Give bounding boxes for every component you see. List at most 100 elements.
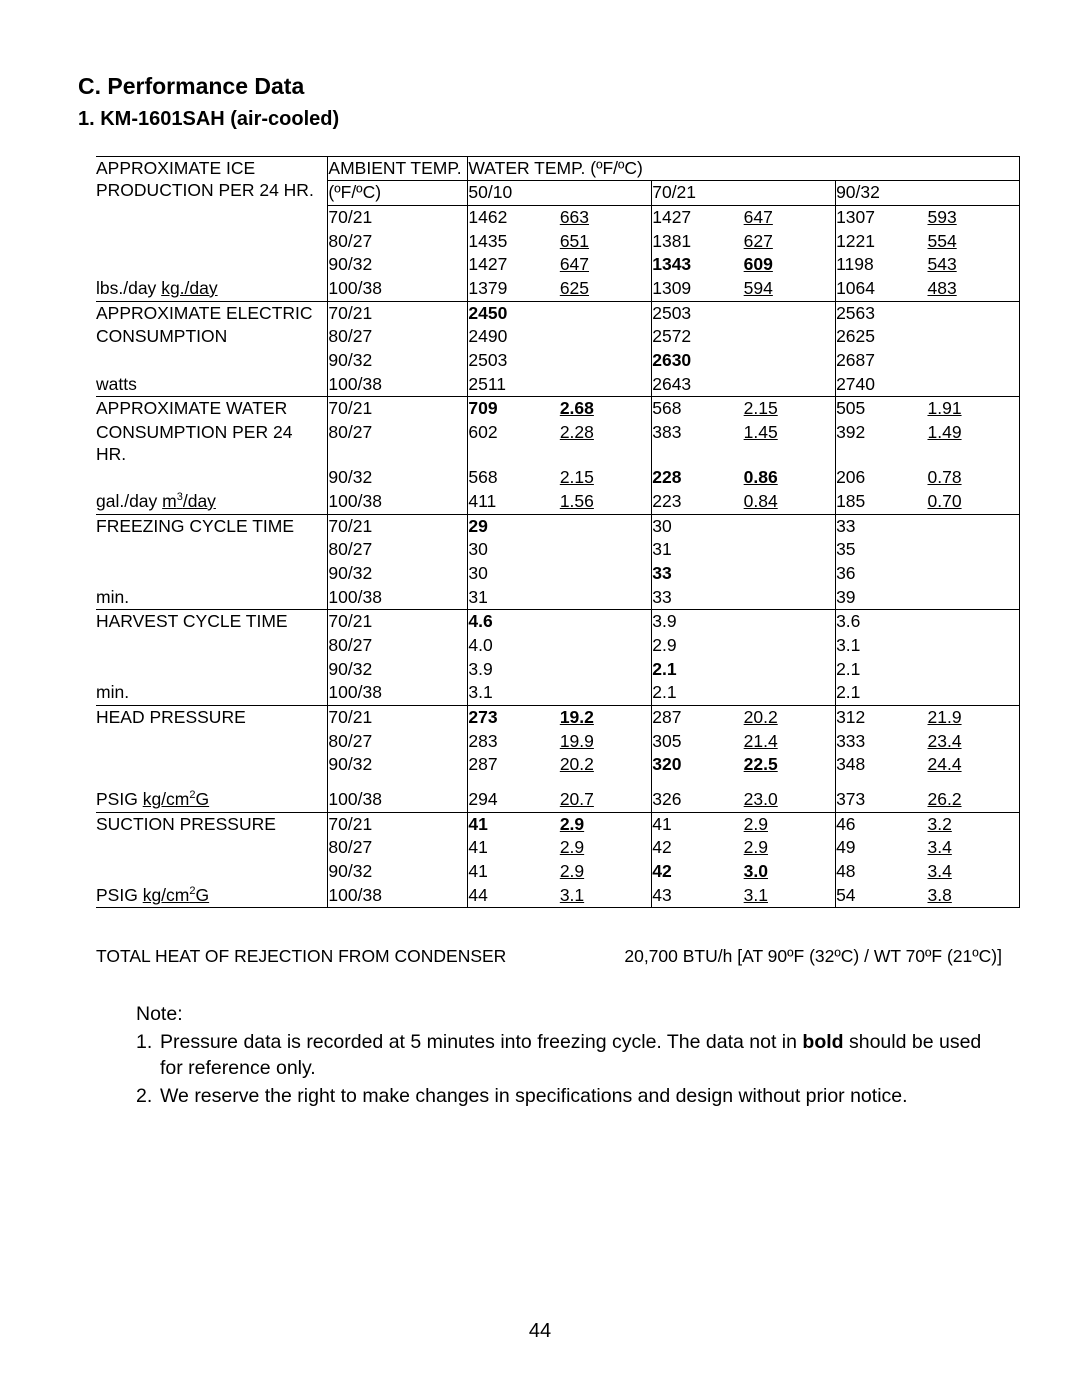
heat-rejection-row: TOTAL HEAT OF REJECTION FROM CONDENSER 2… [96,946,1002,968]
value-a: 41 [652,812,744,836]
ambient-cell: 80/27 [328,730,468,754]
value-single: 2572 [652,325,836,349]
value-b: 3.4 [928,860,1020,884]
note-text: Pressure data is recorded at 5 minutes i… [160,1030,1002,1081]
value-a: 373 [836,777,928,812]
value-a: 223 [652,490,744,514]
value-b: 1.45 [744,421,836,467]
spacer [96,538,328,562]
unit-label: PSIG kg/cm2G [96,777,328,812]
value-b: 594 [744,277,836,301]
value-b: 2.28 [560,421,652,467]
ambient-cell: 70/21 [328,206,468,230]
value-b: 663 [560,206,652,230]
value-b: 543 [928,253,1020,277]
value-b: 2.15 [560,467,652,491]
ambient-cell: 100/38 [328,681,468,705]
ambient-cell: 70/21 [328,397,468,421]
ambient-cell: 100/38 [328,277,468,301]
value-single: 2503 [468,349,652,373]
value-a: 1462 [468,206,560,230]
value-a: 54 [836,884,928,908]
page-number: 44 [78,1319,1002,1344]
group-title: SUCTION PRESSURE [96,812,328,836]
value-b: 0.78 [928,467,1020,491]
value-a: 185 [836,490,928,514]
ambient-unit: (ºF/ºC) [328,181,468,206]
value-a: 294 [468,777,560,812]
value-a: 1309 [652,277,744,301]
value-b: 2.9 [560,812,652,836]
value-single: 33 [652,562,836,586]
ambient-cell: 100/38 [328,884,468,908]
value-b: 625 [560,277,652,301]
value-b: 3.8 [928,884,1020,908]
value-single: 30 [468,562,652,586]
value-b: 2.9 [560,836,652,860]
value-b: 21.9 [928,706,1020,730]
water-temp-header: WATER TEMP. (ºF/ºC) [468,156,1020,181]
ambient-cell: 70/21 [328,301,468,325]
value-b: 22.5 [744,753,836,777]
spacer [96,836,328,860]
value-a: 41 [468,860,560,884]
value-single: 30 [652,514,836,538]
value-single: 4.6 [468,610,652,634]
value-b: 2.15 [744,397,836,421]
value-single: 29 [468,514,652,538]
value-a: 709 [468,397,560,421]
value-b: 1.91 [928,397,1020,421]
value-b: 609 [744,253,836,277]
spacer [96,206,328,230]
unit-label: gal./day m3/day [96,490,328,514]
value-b: 21.4 [744,730,836,754]
value-b: 23.0 [744,777,836,812]
value-single: 3.9 [652,610,836,634]
ambient-cell: 100/38 [328,777,468,812]
subsection-title: 1. KM-1601SAH (air-cooled) [78,107,1002,132]
ambient-cell: 80/27 [328,836,468,860]
value-single: 2563 [836,301,1020,325]
value-a: 44 [468,884,560,908]
spacer [96,753,328,777]
value-b: 19.2 [560,706,652,730]
value-a: 1221 [836,230,928,254]
value-single: 2687 [836,349,1020,373]
spacer [96,253,328,277]
value-b: 0.86 [744,467,836,491]
ambient-cell: 90/32 [328,467,468,491]
value-a: 283 [468,730,560,754]
ambient-cell: 90/32 [328,253,468,277]
ambient-cell: 90/32 [328,349,468,373]
value-b: 0.84 [744,490,836,514]
value-b: 2.9 [560,860,652,884]
value-b: 26.2 [928,777,1020,812]
value-b: 2.9 [744,812,836,836]
value-single: 3.1 [468,681,652,705]
value-single: 2625 [836,325,1020,349]
value-single: 36 [836,562,1020,586]
value-single: 2.9 [652,634,836,658]
ambient-cell: 80/27 [328,538,468,562]
value-b: 1.56 [560,490,652,514]
value-b: 20.7 [560,777,652,812]
value-b: 647 [744,206,836,230]
value-single: 2.1 [836,681,1020,705]
value-single: 31 [652,538,836,562]
value-single: 30 [468,538,652,562]
spacer [96,658,328,682]
value-single: 2.1 [652,658,836,682]
value-a: 568 [468,467,560,491]
water-col-header: 90/32 [836,181,1020,206]
note-item: 2.We reserve the right to make changes i… [136,1084,1002,1110]
heat-rejection-label: TOTAL HEAT OF REJECTION FROM CONDENSER [96,946,506,968]
value-single: 31 [468,586,652,610]
spacer [96,860,328,884]
value-a: 1198 [836,253,928,277]
spacer [96,634,328,658]
value-a: 273 [468,706,560,730]
value-single: 2643 [652,373,836,397]
group-title: FREEZING CYCLE TIME [96,514,328,538]
value-a: 348 [836,753,928,777]
ambient-cell: 100/38 [328,373,468,397]
